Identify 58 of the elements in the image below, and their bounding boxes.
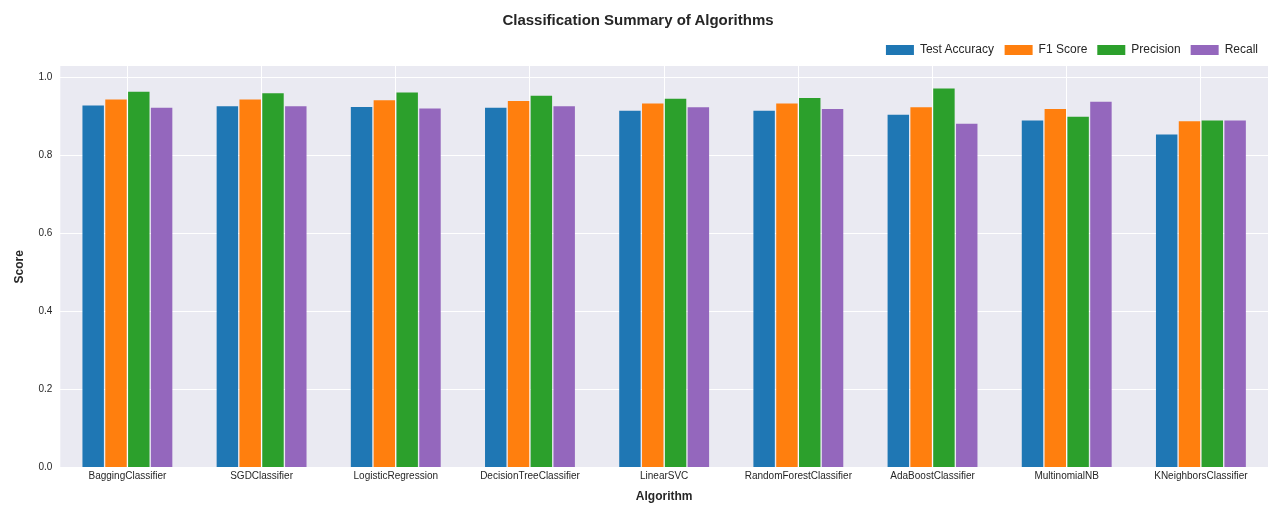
legend-label: F1 Score [1038, 42, 1088, 57]
x-tick-label: AdaBoostClassifier [890, 470, 976, 482]
x-tick-label: BaggingClassifier [88, 470, 167, 482]
y-tick-label: 1.0 [38, 71, 53, 83]
bar [1021, 120, 1044, 468]
legend-label: Test Accuracy [919, 42, 994, 57]
bar [664, 98, 687, 468]
bar [150, 107, 173, 468]
bar [887, 114, 910, 468]
bar [530, 95, 553, 468]
y-tick-label: 0.2 [38, 383, 53, 395]
bar [956, 123, 978, 468]
bar [82, 105, 104, 468]
bar [1201, 120, 1224, 468]
bar [687, 107, 710, 468]
bar [419, 108, 441, 468]
bar [1224, 120, 1246, 468]
x-tick-label: MultinomialNB [1034, 470, 1100, 482]
bar [128, 91, 150, 468]
x-tick-label: KNeighborsClassifier [1154, 470, 1249, 482]
bar [239, 99, 261, 468]
bar [933, 88, 955, 468]
bar [619, 110, 641, 468]
y-axis-title: Score [11, 249, 26, 284]
x-tick-label: LogisticRegression [353, 470, 439, 482]
chart-title: Classification Summary of Algorithms [502, 11, 774, 29]
y-tick-label: 0.0 [38, 461, 53, 473]
bar [285, 106, 307, 468]
bar [776, 103, 798, 468]
legend-label: Precision [1131, 42, 1181, 57]
bar [507, 101, 530, 468]
x-tick-label: DecisionTreeClassifier [480, 470, 581, 482]
y-tick-label: 0.8 [38, 149, 53, 161]
bar [396, 92, 418, 468]
x-tick-label: SGDClassifier [230, 470, 294, 482]
bar [753, 110, 775, 468]
bar [105, 99, 127, 468]
bar [553, 106, 575, 468]
y-tick-label: 0.6 [38, 227, 53, 239]
bar [799, 97, 821, 468]
bar [1178, 121, 1201, 468]
bar [350, 106, 373, 468]
bar [1044, 108, 1067, 468]
x-axis-title: Algorithm [635, 489, 693, 504]
x-tick-label: LinearSVC [639, 470, 689, 482]
x-tick-label: RandomForestClassifier [744, 470, 853, 482]
y-tick-label: 0.4 [38, 305, 53, 317]
bar [373, 100, 396, 468]
bar [485, 107, 507, 468]
bar [216, 106, 239, 468]
bar [1090, 101, 1112, 468]
bar [821, 108, 844, 468]
bar [262, 93, 284, 468]
bar [1155, 134, 1178, 468]
bar [910, 107, 932, 468]
legend-label: Recall [1224, 42, 1259, 57]
bar [1067, 116, 1089, 468]
bar [642, 103, 664, 468]
